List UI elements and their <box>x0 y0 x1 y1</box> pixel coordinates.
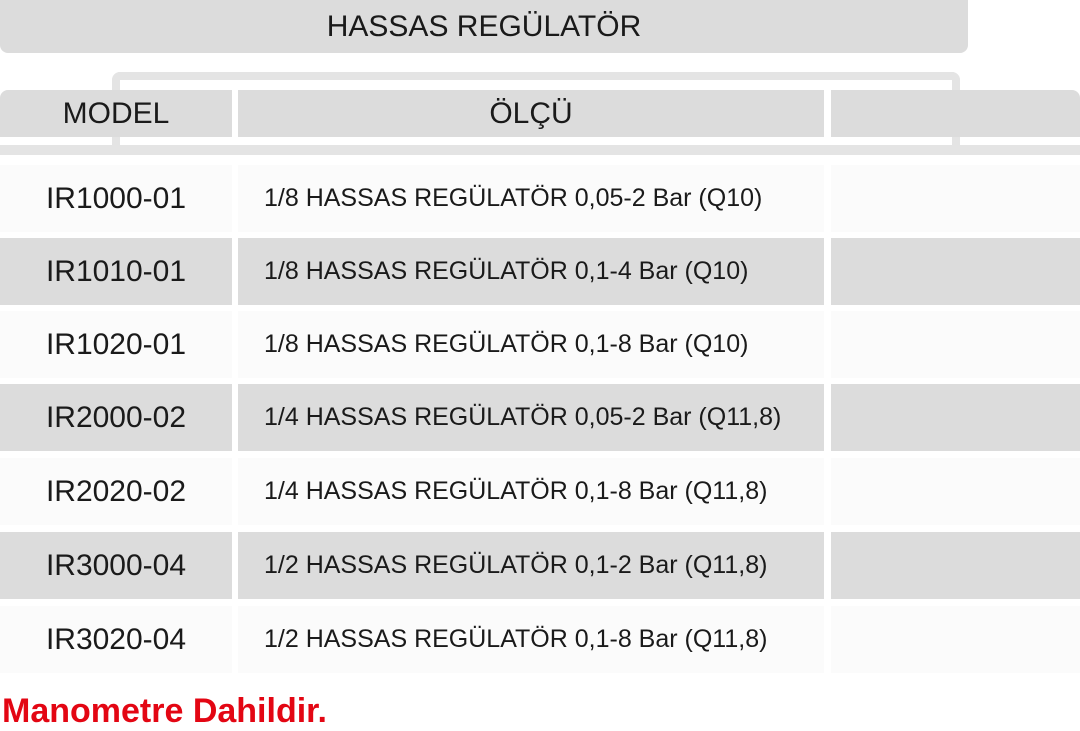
row-extra-cell <box>831 606 1080 673</box>
row-extra-cell <box>831 532 1080 599</box>
row-extra-cell <box>831 238 1080 305</box>
header-extra <box>831 90 1080 137</box>
row-model: IR2020-02 <box>0 458 232 525</box>
row-extra-cell <box>831 165 1080 232</box>
row-description: 1/2 HASSAS REGÜLATÖR 0,1-8 Bar (Q11,8) <box>238 606 824 673</box>
header-model: MODEL <box>0 90 232 137</box>
note-text: Manometre Dahildir. <box>2 692 327 730</box>
table-title: HASSAS REGÜLATÖR <box>0 0 968 53</box>
row-description: 1/8 HASSAS REGÜLATÖR 0,1-8 Bar (Q10) <box>238 311 824 378</box>
row-model: IR2000-02 <box>0 384 232 451</box>
row-model: IR3000-04 <box>0 532 232 599</box>
row-extra-cell <box>831 458 1080 525</box>
header-divider <box>0 145 1080 155</box>
row-description: 1/2 HASSAS REGÜLATÖR 0,1-2 Bar (Q11,8) <box>238 532 824 599</box>
row-model: IR1020-01 <box>0 311 232 378</box>
header-size: ÖLÇÜ <box>238 90 824 137</box>
row-extra-cell <box>831 311 1080 378</box>
row-model: IR3020-04 <box>0 606 232 673</box>
row-description: 1/8 HASSAS REGÜLATÖR 0,05-2 Bar (Q10) <box>238 165 824 232</box>
row-description: 1/4 HASSAS REGÜLATÖR 0,05-2 Bar (Q11,8) <box>238 384 824 451</box>
row-model: IR1010-01 <box>0 238 232 305</box>
row-description: 1/8 HASSAS REGÜLATÖR 0,1-4 Bar (Q10) <box>238 238 824 305</box>
row-model: IR1000-01 <box>0 165 232 232</box>
row-extra-cell <box>831 384 1080 451</box>
row-description: 1/4 HASSAS REGÜLATÖR 0,1-8 Bar (Q11,8) <box>238 458 824 525</box>
